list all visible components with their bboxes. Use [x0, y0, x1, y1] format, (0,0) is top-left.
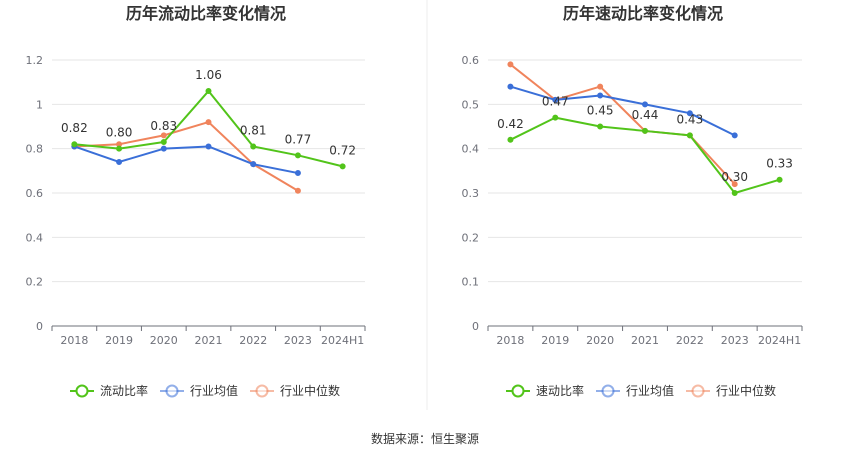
- legend-label-0: 流动比率: [100, 383, 148, 398]
- x-tick-label: 2021: [195, 334, 223, 347]
- data-label: 0.81: [240, 123, 267, 137]
- x-tick-label: 2020: [586, 334, 614, 347]
- data-label: 0.44: [632, 108, 659, 122]
- data-point: [294, 187, 301, 194]
- data-label: 0.77: [285, 132, 312, 146]
- y-tick-label: 0.4: [462, 143, 480, 156]
- data-point: [160, 132, 167, 139]
- data-point: [731, 190, 738, 196]
- data-label: 0.80: [106, 126, 133, 140]
- y-tick-label: 0.4: [26, 231, 44, 244]
- data-point: [205, 119, 212, 126]
- legend-label-1: 行业均值: [190, 383, 238, 398]
- data-point: [205, 88, 212, 95]
- data-point: [507, 136, 514, 143]
- data-label: 0.83: [150, 119, 177, 133]
- data-point: [597, 83, 604, 90]
- legend-marker-2: [255, 384, 269, 398]
- data-label: 1.06: [195, 68, 222, 82]
- data-point: [597, 123, 604, 130]
- legend-label-2: 行业中位数: [716, 383, 776, 398]
- y-tick-label: 0.2: [462, 231, 480, 244]
- x-tick-label: 2024H1: [321, 334, 364, 347]
- x-tick-label: 2024H1: [758, 334, 801, 347]
- legend-marker-2: [691, 384, 705, 398]
- data-label: 0.42: [497, 117, 524, 131]
- data-point: [507, 83, 514, 90]
- y-tick-label: 1: [36, 98, 43, 111]
- x-tick-label: 2018: [496, 334, 524, 347]
- x-tick-label: 2021: [631, 334, 659, 347]
- legend-marker-0: [511, 384, 525, 398]
- legend-marker-0: [75, 384, 89, 398]
- data-point: [294, 152, 301, 159]
- data-point: [507, 61, 514, 68]
- data-point: [552, 114, 559, 121]
- x-tick-label: 2019: [105, 334, 133, 347]
- x-tick-label: 2023: [721, 334, 749, 347]
- data-point: [205, 143, 212, 150]
- data-point: [686, 110, 693, 117]
- data-point: [116, 158, 123, 165]
- data-point: [160, 145, 167, 152]
- y-tick-label: 0.1: [462, 276, 480, 289]
- x-tick-label: 2023: [284, 334, 312, 347]
- legend-marker-1: [165, 384, 179, 398]
- y-tick-label: 0.2: [26, 276, 44, 289]
- data-point: [339, 163, 346, 170]
- data-point: [686, 132, 693, 139]
- chart-title: 历年速动比率变化情况: [563, 4, 723, 23]
- data-point: [642, 101, 648, 108]
- data-point: [776, 176, 783, 183]
- data-point: [642, 127, 648, 134]
- data-source-label: 数据来源：恒生聚源: [371, 431, 479, 446]
- data-label: 0.45: [587, 104, 614, 118]
- y-tick-label: 0.6: [462, 54, 480, 67]
- data-point: [160, 139, 167, 146]
- data-label: 0.33: [766, 157, 793, 171]
- data-point: [552, 96, 559, 103]
- y-tick-label: 0: [36, 320, 43, 333]
- data-point: [71, 141, 78, 148]
- legend-label-1: 行业均值: [626, 383, 674, 398]
- data-point: [597, 92, 604, 99]
- data-label: 0.47: [542, 95, 569, 109]
- x-tick-label: 2018: [60, 334, 88, 347]
- legend-label-0: 速动比率: [536, 383, 584, 398]
- series-line-2: [74, 121, 299, 192]
- x-tick-label: 2022: [239, 334, 267, 347]
- y-tick-label: 0.5: [462, 98, 480, 111]
- y-tick-label: 0.6: [26, 187, 44, 200]
- data-point: [250, 143, 257, 150]
- chart-panel-quick-ratio: 历年速动比率变化情况 0 0.1 0.2 0.3 0.4 0.5 0.6 2018 2019 202…: [462, 4, 803, 398]
- data-point: [731, 132, 738, 139]
- y-tick-label: 0.3: [462, 187, 480, 200]
- chart-title: 历年流动比率变化情况: [126, 4, 286, 23]
- data-point: [116, 145, 123, 152]
- data-point: [294, 170, 301, 177]
- data-label: 0.82: [61, 121, 88, 135]
- y-tick-label: 0.8: [26, 143, 44, 156]
- data-label: 0.30: [721, 170, 748, 184]
- y-tick-label: 1.2: [26, 54, 44, 67]
- legend-marker-1: [601, 384, 615, 398]
- x-tick-label: 2022: [676, 334, 704, 347]
- series-line-1: [510, 85, 736, 137]
- data-point: [250, 161, 257, 168]
- data-point: [731, 181, 738, 188]
- legend-label-2: 行业中位数: [280, 383, 340, 398]
- data-label: 0.72: [329, 143, 356, 157]
- x-tick-label: 2020: [150, 334, 178, 347]
- series-line-1: [74, 145, 299, 175]
- x-tick-label: 2019: [541, 334, 569, 347]
- y-tick-label: 0: [472, 320, 479, 333]
- data-label: 0.43: [676, 112, 703, 126]
